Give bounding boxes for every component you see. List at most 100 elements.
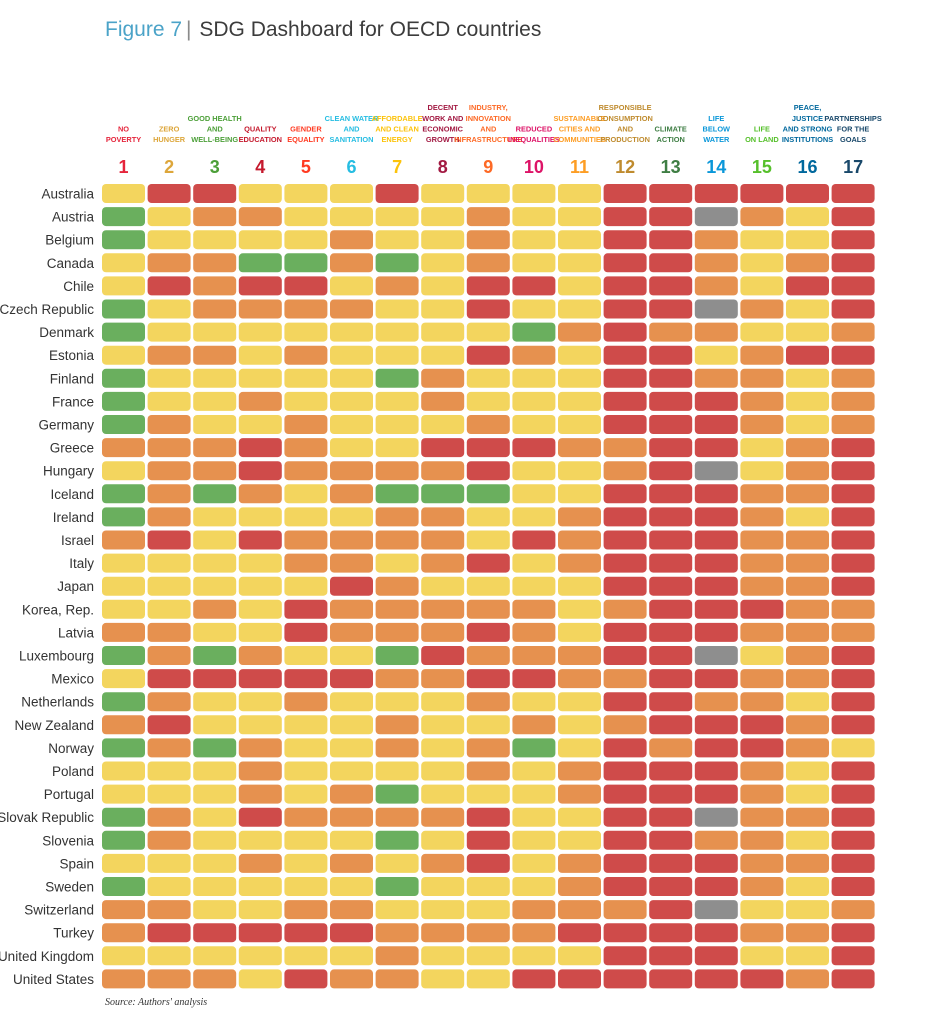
heatmap-cell xyxy=(740,553,784,573)
heatmap-cell xyxy=(786,900,829,920)
heatmap-cell xyxy=(147,230,191,250)
heatmap-cell xyxy=(786,946,829,966)
heatmap-cell xyxy=(558,646,601,665)
heatmap-cell xyxy=(649,738,693,758)
heatmap-cell xyxy=(375,923,419,943)
heatmap-cell xyxy=(238,345,282,365)
heatmap-cell xyxy=(466,599,510,619)
heatmap-cell xyxy=(238,692,282,712)
heatmap-cell xyxy=(375,830,419,850)
goal-number: 2 xyxy=(164,157,174,177)
heatmap-cell xyxy=(466,784,510,804)
heatmap-cell xyxy=(831,900,875,920)
heatmap-cell xyxy=(284,646,328,665)
heatmap-cell xyxy=(694,345,738,365)
heatmap-cell xyxy=(786,877,829,896)
heatmap-cell xyxy=(284,830,328,850)
heatmap-cell xyxy=(421,415,465,434)
heatmap-cell xyxy=(649,299,693,319)
country-label: Belgium xyxy=(45,233,94,248)
goal-label: EQUALITY xyxy=(287,135,324,144)
heatmap-cell xyxy=(603,830,647,850)
heatmap-cell xyxy=(102,299,145,319)
heatmap-cell xyxy=(740,299,784,319)
goal-number: 6 xyxy=(346,157,356,177)
heatmap-cell xyxy=(831,415,875,434)
heatmap-cell xyxy=(102,646,145,665)
heatmap-cell xyxy=(102,484,145,504)
heatmap-cell xyxy=(740,900,784,920)
heatmap-cell xyxy=(375,715,419,735)
heatmap-cell xyxy=(102,207,145,227)
heatmap-cell xyxy=(831,599,875,619)
heatmap-cell xyxy=(147,207,191,227)
heatmap-cell xyxy=(284,715,328,735)
heatmap-cell xyxy=(238,322,282,342)
country-label: Chile xyxy=(63,279,94,294)
heatmap-cell xyxy=(193,276,237,296)
heatmap-cell xyxy=(512,230,556,250)
heatmap-cell xyxy=(102,946,145,966)
country-label: New Zealand xyxy=(14,718,94,733)
country-label: Germany xyxy=(38,418,94,433)
heatmap-cell xyxy=(512,184,556,203)
heatmap-cell xyxy=(147,576,191,596)
heatmap-cell xyxy=(102,184,145,203)
heatmap-cell xyxy=(421,438,465,458)
heatmap-cell xyxy=(831,368,875,388)
heatmap-cell xyxy=(330,946,373,966)
heatmap-cell xyxy=(603,599,647,619)
heatmap-cell xyxy=(284,923,328,943)
goal-label: REDUCED xyxy=(516,124,553,133)
goal-number: 16 xyxy=(797,157,817,177)
heatmap-cell xyxy=(375,969,419,989)
heatmap-cell xyxy=(740,230,784,250)
heatmap-cell xyxy=(375,368,419,388)
heatmap-cell xyxy=(786,923,829,943)
heatmap-cell xyxy=(421,877,465,896)
heatmap-cell xyxy=(421,207,465,227)
heatmap-cell xyxy=(512,345,556,365)
heatmap-cell xyxy=(102,715,145,735)
goal-label: PARTNERSHIPS xyxy=(824,114,881,123)
heatmap-cell xyxy=(102,461,145,481)
goal-label: WELL-BEING xyxy=(191,135,238,144)
heatmap-cell xyxy=(649,484,693,504)
heatmap-cell xyxy=(421,784,465,804)
heatmap-cell xyxy=(786,415,829,434)
country-label: Estonia xyxy=(49,348,95,363)
heatmap-cell xyxy=(375,184,419,203)
heatmap-cell xyxy=(147,784,191,804)
heatmap-cell xyxy=(786,830,829,850)
heatmap-cell xyxy=(102,738,145,758)
heatmap-cell xyxy=(466,207,510,227)
heatmap-cell xyxy=(603,761,647,781)
country-label: Japan xyxy=(57,579,94,594)
heatmap-cell xyxy=(102,507,145,527)
heatmap-cell xyxy=(786,692,829,712)
heatmap-cell xyxy=(238,230,282,250)
heatmap-cell xyxy=(649,253,693,273)
heatmap-cell xyxy=(649,830,693,850)
heatmap-cell xyxy=(421,553,465,573)
heatmap-cell xyxy=(694,276,738,296)
heatmap-cell xyxy=(375,738,419,758)
heatmap-cell xyxy=(102,530,145,550)
heatmap-cell xyxy=(238,484,282,504)
heatmap-cell xyxy=(102,322,145,342)
heatmap-cell xyxy=(466,853,510,873)
heatmap-cell xyxy=(147,946,191,966)
country-label: Mexico xyxy=(51,672,94,687)
heatmap-cell xyxy=(147,877,191,896)
heatmap-cell xyxy=(193,368,237,388)
country-label: Turkey xyxy=(53,926,94,941)
heatmap-cell xyxy=(147,830,191,850)
heatmap-cell xyxy=(102,345,145,365)
heatmap-cell xyxy=(284,553,328,573)
heatmap-cell xyxy=(786,669,829,689)
heatmap-cell xyxy=(238,368,282,388)
heatmap-cell xyxy=(740,715,784,735)
heatmap-cell xyxy=(603,646,647,665)
heatmap-cell xyxy=(694,923,738,943)
